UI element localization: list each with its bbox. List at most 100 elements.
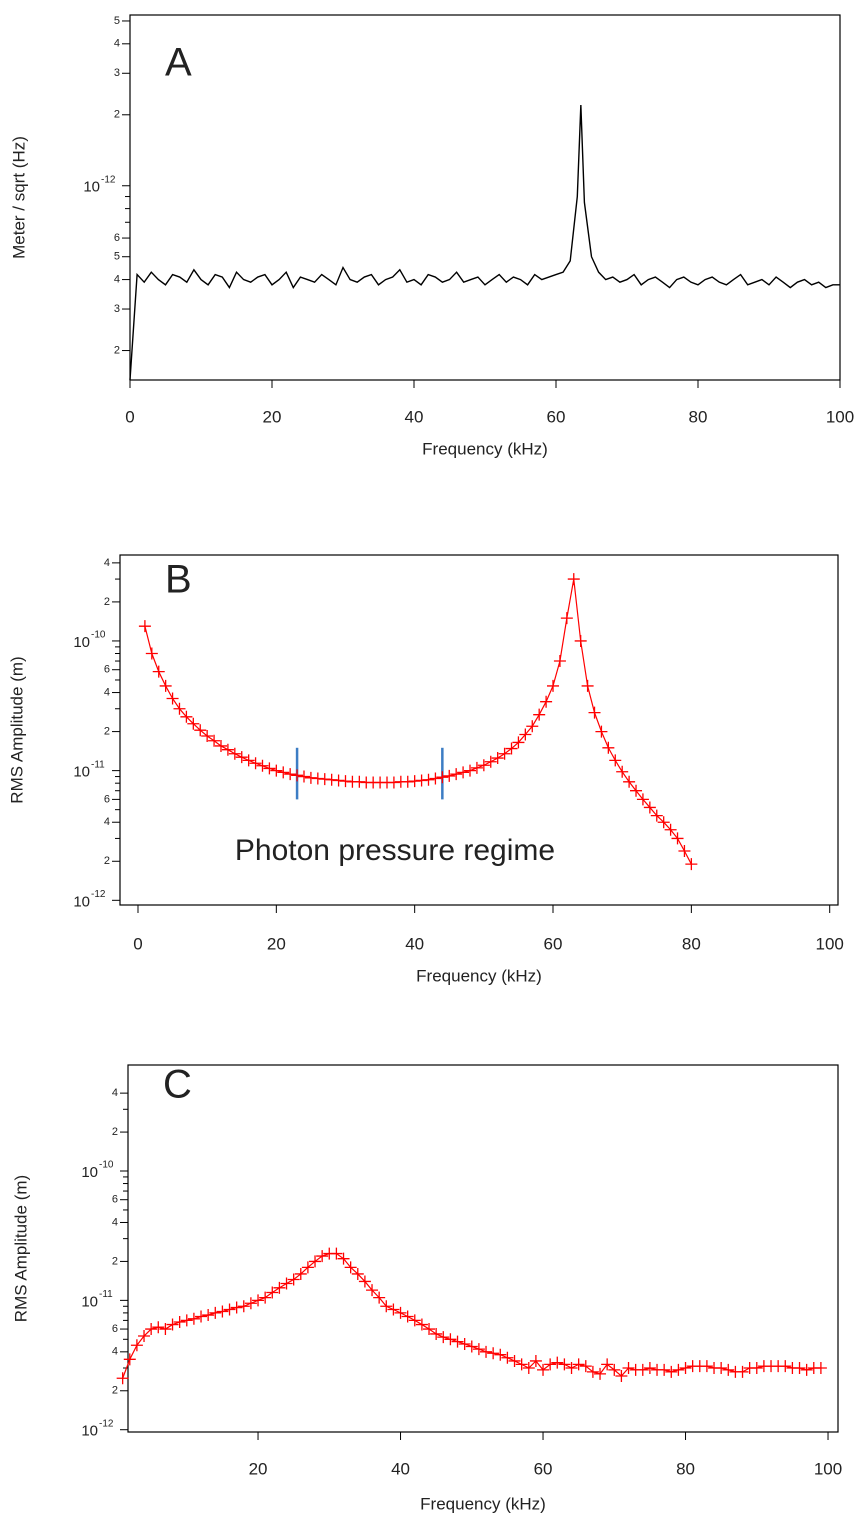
data-point [221, 743, 234, 756]
data-point [458, 1337, 471, 1350]
data-point [256, 759, 269, 772]
y-tick-label: 5 [114, 251, 120, 263]
data-point [567, 573, 580, 586]
data-point [152, 1321, 165, 1334]
y-tick-exponent: -12 [91, 889, 106, 900]
data-point [594, 1367, 607, 1380]
y-tick-label: 4 [114, 38, 120, 50]
data-point [443, 769, 456, 782]
data-point [480, 1345, 493, 1358]
data-point [280, 1277, 293, 1290]
y-tick-label: 2 [112, 1385, 118, 1397]
x-tick-label: 40 [405, 407, 424, 426]
y-tick-label: 4 [112, 1346, 118, 1358]
data-point [277, 766, 290, 779]
y-tick-label: 4 [104, 557, 110, 569]
data-point [394, 1306, 407, 1319]
y-tick-exponent: -10 [91, 630, 106, 641]
data-point [180, 710, 193, 723]
data-point [800, 1363, 813, 1376]
data-point [505, 742, 518, 755]
data-point [316, 1250, 329, 1263]
data-point [145, 1323, 158, 1336]
data-point [609, 754, 622, 767]
panel-title: B [165, 558, 192, 602]
data-point [387, 776, 400, 789]
data-point [672, 1363, 685, 1376]
data-point [636, 1363, 649, 1376]
x-tick-label: 80 [676, 1459, 695, 1478]
data-point [270, 764, 283, 777]
data-point [643, 1361, 656, 1374]
y-tick-label: 3 [114, 303, 120, 315]
data-point [581, 679, 594, 692]
y-tick-label: 10 [73, 764, 90, 781]
y-tick-label: 10 [73, 893, 90, 910]
data-point [422, 773, 435, 786]
data-point [450, 768, 463, 781]
data-point [415, 774, 428, 787]
y-tick-label: 4 [112, 1216, 118, 1228]
data-point [237, 1300, 250, 1313]
data-point [750, 1361, 763, 1374]
data-point [309, 1255, 322, 1268]
data-point [408, 775, 421, 788]
y-tick-label: 2 [104, 725, 110, 737]
data-point [294, 1267, 307, 1280]
y-tick-label: 2 [114, 109, 120, 121]
data-point [263, 762, 276, 775]
data-point [194, 724, 207, 737]
data-point [273, 1281, 286, 1294]
data-point [529, 1354, 542, 1367]
data-point [551, 1356, 564, 1369]
y-tick-label: 3 [114, 67, 120, 79]
data-point [353, 775, 366, 788]
y-tick-label: 5 [114, 15, 120, 27]
data-point [544, 1358, 557, 1371]
data-point [401, 775, 414, 788]
data-point [311, 772, 324, 785]
y-tick-exponent: -11 [99, 1289, 113, 1300]
data-point [301, 1261, 314, 1274]
data-point [252, 1294, 265, 1307]
data-point [318, 773, 331, 786]
data-point [464, 764, 477, 777]
data-point [152, 665, 165, 678]
data-point [586, 1365, 599, 1378]
series-line [144, 578, 692, 865]
data-point [665, 1365, 678, 1378]
data-point [325, 773, 338, 786]
data-point [553, 655, 566, 668]
y-tick-label: 10 [81, 1164, 98, 1181]
data-point [484, 755, 497, 768]
data-point [138, 620, 151, 633]
data-point [679, 1361, 692, 1374]
data-point [601, 1358, 614, 1371]
data-point [214, 739, 227, 752]
x-axis-label: Frequency (kHz) [420, 1494, 546, 1513]
data-point [615, 1370, 628, 1383]
data-point [608, 1363, 621, 1376]
data-point [332, 774, 345, 787]
y-tick-label: 4 [104, 816, 110, 828]
x-tick-label: 60 [534, 1459, 553, 1478]
data-point [451, 1335, 464, 1348]
data-point [643, 801, 656, 814]
y-tick-label: 4 [104, 686, 110, 698]
plot-frame [129, 14, 841, 381]
x-tick-label: 60 [544, 934, 563, 953]
data-point [579, 1360, 592, 1373]
y-tick-label: 2 [104, 596, 110, 608]
data-point [173, 1316, 186, 1329]
x-tick-label: 20 [249, 1459, 268, 1478]
x-tick-label: 20 [267, 934, 286, 953]
plot-frame [127, 1064, 839, 1433]
data-point [650, 809, 663, 822]
data-point [779, 1360, 792, 1373]
data-point [235, 751, 248, 764]
data-point [494, 1348, 507, 1361]
data-point [547, 679, 560, 692]
x-tick-label: 0 [133, 934, 142, 953]
